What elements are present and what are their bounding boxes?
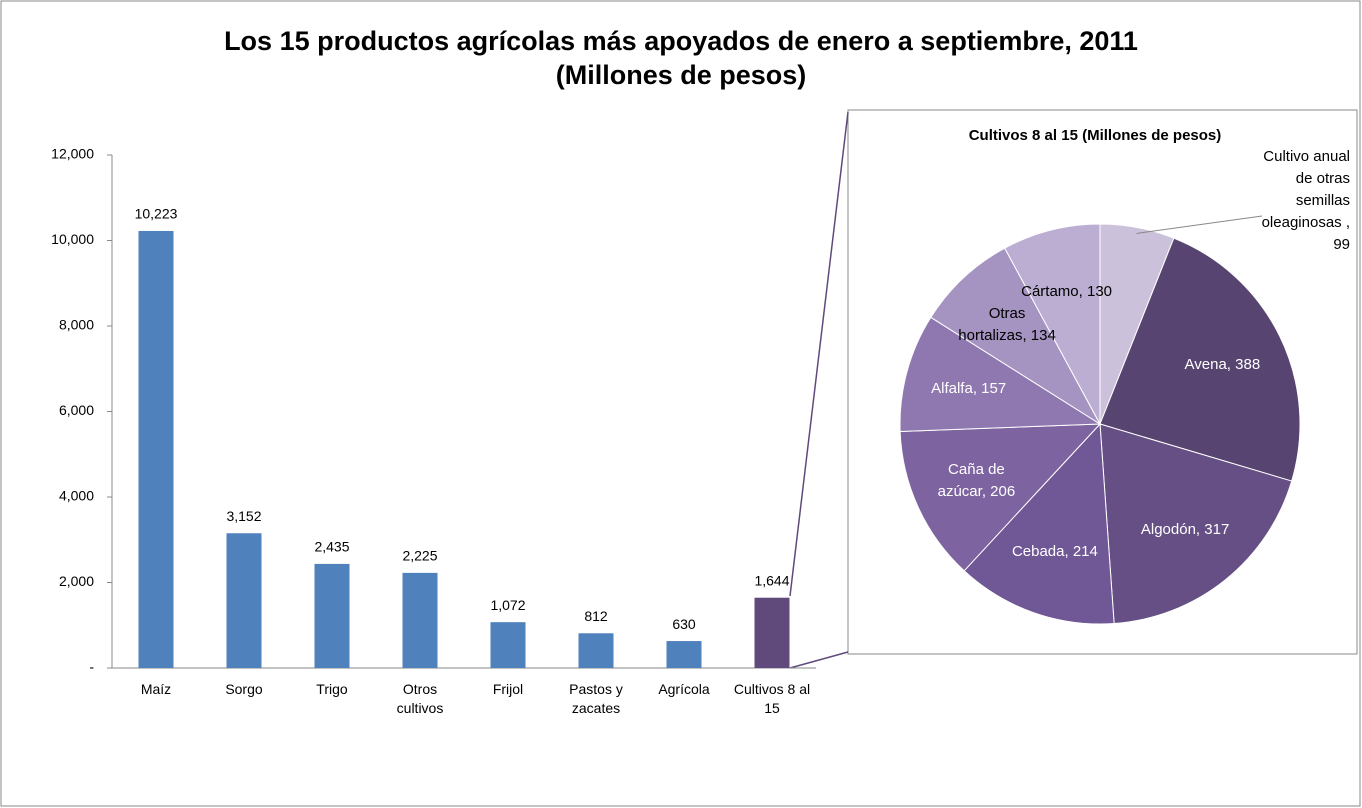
pie-slice [1099,237,1301,482]
data-label: Algodón, 317 [1140,521,1230,539]
data-label: Cultivo anual de otras semillas oleagino… [1261,148,1350,253]
y-tick-label: 4,000 [59,488,94,504]
bar [138,230,174,669]
x-tick-label: Trigo [316,681,348,697]
pie-slice [899,316,1102,432]
data-label: Avena, 388 [1184,355,1261,373]
pie-slice [930,247,1102,426]
data-label: Cártamo, 130 [1021,283,1113,301]
data-label: 812 [584,608,608,624]
data-label: 2,225 [402,548,437,564]
pie-slice [963,422,1115,625]
data-label: 1,644 [754,572,789,588]
data-label: 10,223 [135,206,178,222]
x-tick-label: Maíz [140,681,172,697]
y-tick-label: 8,000 [59,317,94,333]
bar [402,572,438,668]
pie-slice [1004,223,1101,425]
connector [789,651,849,669]
x-tick-label: Frijol [492,681,524,697]
data-label: 1,072 [490,597,525,613]
y-tick-label: 12,000 [51,146,94,162]
pie-slice [1099,423,1293,625]
pie-frame [847,109,1358,655]
pie-slice [899,423,1102,572]
y-tick-label: 2,000 [59,573,94,589]
data-label: Caña de azúcar, 206 [937,460,1016,500]
x-tick-label: Agrícola [658,681,710,697]
x-tick-label: Cultivos 8 al 15 [733,681,811,716]
y-tick-label: - [89,659,94,675]
data-label: Alfalfa, 157 [931,379,1007,397]
bar [754,597,790,668]
data-label: 630 [672,616,696,632]
data-label: 3,152 [226,508,261,524]
data-label: Otras hortalizas, 134 [958,304,1056,344]
data-label: Cebada, 214 [1011,543,1098,561]
bar [226,533,262,668]
bar [666,641,702,668]
y-tick-label: 10,000 [51,231,94,247]
leader-line [1136,215,1263,234]
x-tick-label: Otros cultivos [396,681,444,716]
x-tick-label: Sorgo [225,681,263,697]
chart-title: Los 15 productos agrícolas más apoyados … [224,26,1138,56]
pie-title: Cultivos 8 al 15 (Millones de pesos) [968,127,1222,144]
bar [578,633,614,668]
connector [789,111,849,597]
x-tick-label: Pastos y zacates [569,681,623,716]
bar [314,563,350,668]
data-label: 2,435 [314,539,349,555]
y-tick-label: 6,000 [59,402,94,418]
chart-subtitle: (Millones de pesos) [555,60,807,90]
bar [490,622,526,668]
